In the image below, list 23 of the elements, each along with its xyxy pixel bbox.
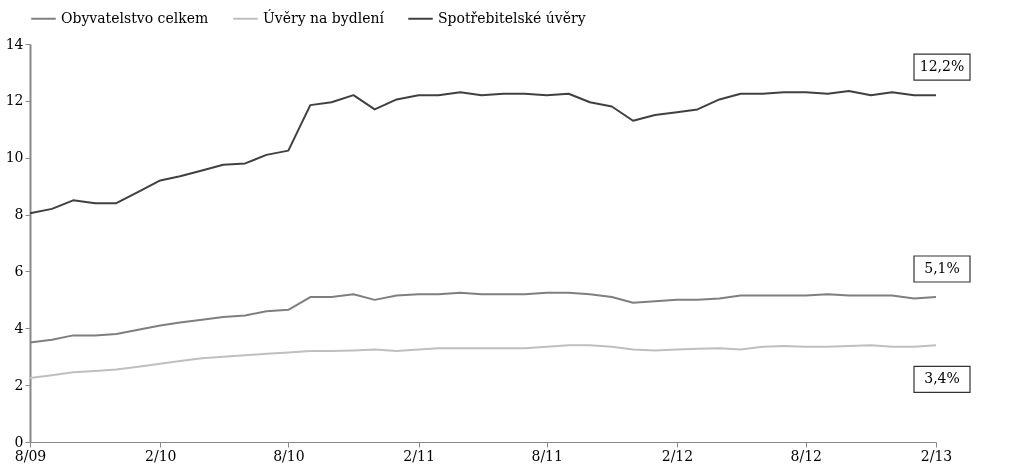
annotation: 5,1%	[924, 260, 960, 277]
y-tick-label: 10	[5, 149, 24, 166]
x-tick-label: 2/12	[661, 447, 694, 464]
x-tick-label: 8/12	[790, 447, 822, 464]
y-tick-label: 4	[14, 319, 24, 336]
x-tick-label: 2/11	[403, 447, 435, 464]
x-tick-label: 2/10	[145, 447, 177, 464]
x-tick-label: 8/09	[14, 447, 47, 464]
x-tick-label: 8/11	[531, 447, 563, 464]
y-tick-label: 6	[14, 262, 24, 279]
y-tick-label: 14	[5, 35, 24, 52]
y-tick-label: 2	[14, 376, 24, 393]
x-tick-label: 8/10	[273, 447, 305, 464]
y-tick-label: 8	[14, 206, 24, 223]
line-series	[29, 89, 937, 215]
annotation: 3,4%	[924, 370, 960, 387]
x-tick-label: 2/13	[920, 447, 953, 464]
annotation: 12,2%	[919, 58, 965, 75]
legend-label: Úvěry na bydlení	[263, 8, 385, 26]
legend-label: Spotřebitelské úvěry	[438, 9, 586, 26]
y-tick-label: 0	[14, 433, 24, 450]
legend-label: Obyvatelstvo celkem	[61, 9, 209, 26]
y-tick-label: 12	[5, 92, 24, 109]
